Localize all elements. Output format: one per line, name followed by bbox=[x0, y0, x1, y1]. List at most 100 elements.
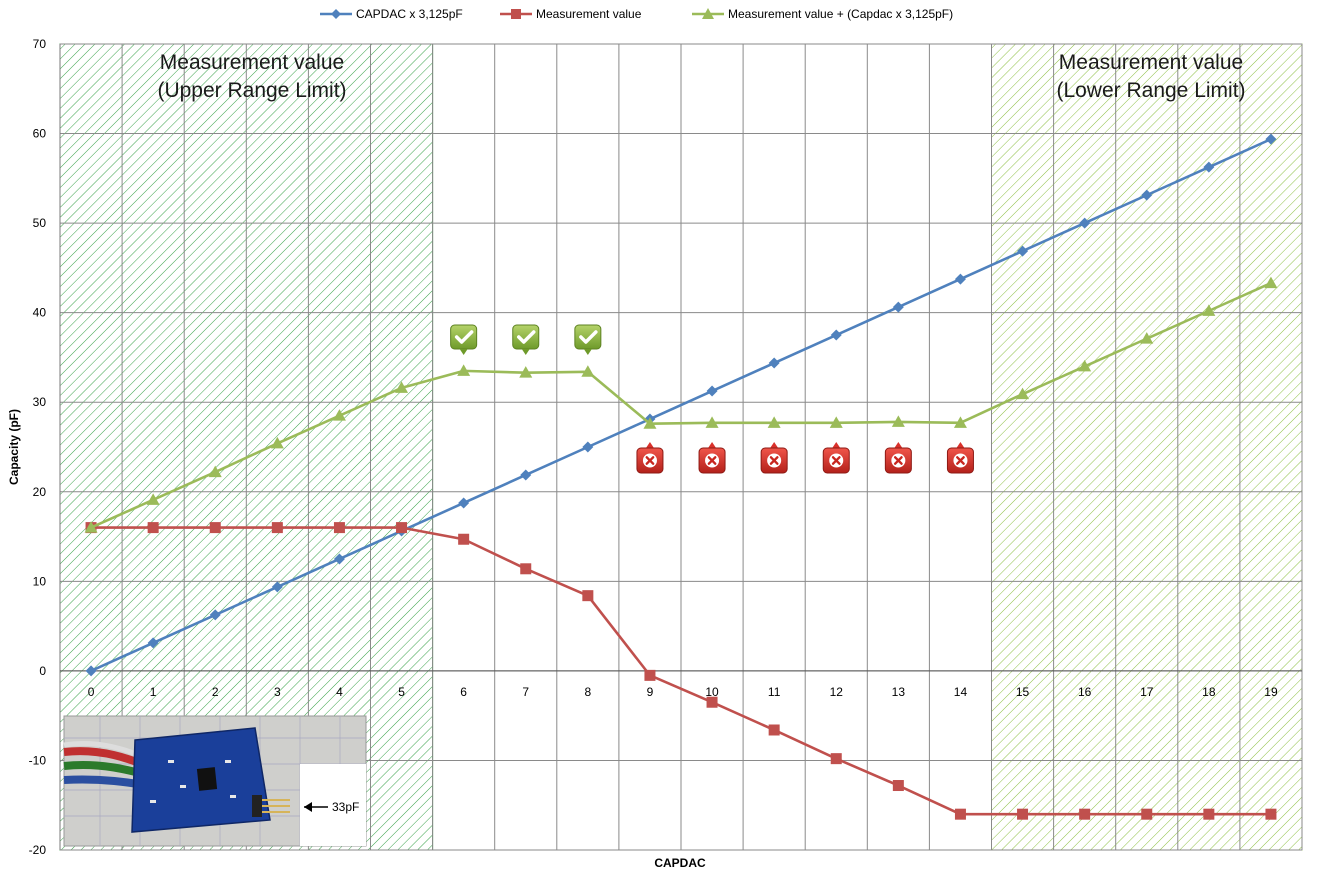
data-point-measurement bbox=[1141, 808, 1153, 820]
y-tick-label: -20 bbox=[29, 843, 47, 857]
cross-icon bbox=[636, 442, 664, 474]
data-point-measurement bbox=[1079, 808, 1091, 820]
data-point-sum bbox=[705, 416, 719, 428]
legend: CAPDAC x 3,125pF Measurement value Measu… bbox=[320, 7, 953, 21]
data-point-measurement bbox=[458, 533, 470, 545]
cross-icon-pointer bbox=[956, 442, 965, 448]
x-axis-title: CAPDAC bbox=[654, 856, 706, 870]
x-tick-label: 12 bbox=[830, 685, 844, 699]
data-point-capdac bbox=[147, 637, 159, 649]
cross-icon bbox=[822, 442, 850, 474]
data-point-sum bbox=[643, 417, 657, 429]
y-tick-label: 70 bbox=[33, 37, 47, 51]
cross-icon-pointer bbox=[770, 442, 779, 448]
data-point-sum bbox=[1202, 304, 1216, 316]
x-tick-label: 15 bbox=[1016, 685, 1030, 699]
cross-icon-glyph bbox=[893, 456, 903, 465]
x-tick-label: 17 bbox=[1140, 685, 1154, 699]
data-point-sum bbox=[1264, 276, 1278, 289]
status-icons bbox=[450, 324, 974, 474]
cross-icon-glyph bbox=[831, 456, 841, 465]
data-point-capdac bbox=[1203, 161, 1215, 173]
cross-icon-glyph bbox=[956, 456, 965, 465]
legend-item-capdac: CAPDAC x 3,125pF bbox=[320, 7, 463, 21]
legend-label-capdac: CAPDAC x 3,125pF bbox=[356, 7, 463, 21]
data-point-sum bbox=[270, 436, 284, 449]
data-point-capdac bbox=[706, 385, 718, 397]
y-tick-label: 10 bbox=[33, 574, 47, 588]
data-point-capdac bbox=[830, 329, 842, 341]
checkmark-icon-glyph bbox=[517, 330, 536, 344]
cross-icon bbox=[946, 442, 974, 474]
data-point-capdac bbox=[1265, 133, 1277, 145]
legend-label-measurement: Measurement value bbox=[536, 7, 642, 21]
data-point-sum bbox=[457, 364, 471, 376]
cross-icon-glyph bbox=[645, 456, 655, 465]
data-point-sum bbox=[581, 365, 595, 377]
x-tick-label: 4 bbox=[336, 685, 343, 699]
data-point-capdac bbox=[954, 273, 966, 285]
data-point-measurement bbox=[520, 563, 532, 575]
x-tick-label: 18 bbox=[1202, 685, 1216, 699]
y-tick-label: 30 bbox=[33, 395, 47, 409]
legend-item-sum: Measurement value + (Capdac x 3,125pF) bbox=[692, 7, 953, 21]
data-point-capdac bbox=[1079, 217, 1091, 229]
data-point-measurement bbox=[396, 522, 408, 534]
y-tick-label: -10 bbox=[29, 753, 47, 767]
checkmark-icon-pointer bbox=[521, 349, 530, 355]
data-point-sum bbox=[891, 415, 905, 427]
checkmark-icon-bg bbox=[574, 324, 602, 350]
checkmark-icon-bg bbox=[450, 324, 478, 350]
checkmark-icon-glyph bbox=[454, 330, 474, 344]
data-point-measurement bbox=[147, 522, 159, 534]
x-tick-label: 3 bbox=[274, 685, 281, 699]
y-tick-label: 50 bbox=[33, 216, 47, 230]
cross-icon-pointer bbox=[708, 442, 717, 448]
photo-caption: 33pF bbox=[332, 800, 359, 814]
upper-range-label-line2: (Upper Range Limit) bbox=[157, 79, 346, 102]
shaded-region-1 bbox=[991, 43, 1303, 851]
data-point-sum bbox=[395, 381, 409, 393]
data-point-sum bbox=[767, 416, 781, 428]
x-tick-label: 8 bbox=[585, 685, 592, 699]
y-tick-label: 20 bbox=[33, 485, 47, 499]
data-point-sum bbox=[1140, 332, 1154, 344]
cross-icon-pointer bbox=[894, 442, 903, 448]
checkmark-icon bbox=[574, 324, 602, 355]
x-tick-label: 2 bbox=[212, 685, 219, 699]
checkmark-icon bbox=[450, 324, 478, 355]
data-point-capdac bbox=[520, 469, 532, 481]
data-point-capdac bbox=[768, 357, 780, 369]
y-tick-label: 40 bbox=[33, 306, 47, 320]
data-point-sum bbox=[208, 465, 222, 478]
lower-range-label-line2: (Lower Range Limit) bbox=[1056, 79, 1245, 102]
cross-icon bbox=[884, 442, 912, 474]
data-point-measurement bbox=[1265, 808, 1277, 820]
x-tick-label: 6 bbox=[460, 685, 467, 699]
y-tick-label: 0 bbox=[39, 664, 46, 678]
data-point-capdac bbox=[458, 497, 470, 509]
checkmark-icon-pointer bbox=[583, 349, 592, 355]
data-point-measurement bbox=[830, 753, 842, 765]
x-tick-label: 13 bbox=[892, 685, 906, 699]
data-point-sum bbox=[519, 366, 533, 378]
x-tick-label: 0 bbox=[88, 685, 95, 699]
data-point-measurement bbox=[706, 696, 718, 708]
cross-icon bbox=[698, 442, 726, 474]
data-point-capdac bbox=[1017, 245, 1029, 257]
series-line-0 bbox=[90, 137, 1272, 673]
x-tick-label: 11 bbox=[768, 685, 781, 699]
data-point-sum bbox=[829, 416, 843, 428]
data-point-measurement bbox=[892, 780, 904, 792]
data-point-capdac bbox=[209, 609, 221, 621]
data-point-capdac bbox=[85, 665, 97, 677]
data-point-capdac bbox=[1141, 189, 1153, 201]
legend-label-sum: Measurement value + (Capdac x 3,125pF) bbox=[728, 7, 953, 21]
data-point-sum bbox=[1016, 387, 1030, 400]
checkmark-icon-bg bbox=[512, 324, 540, 350]
data-point-sum bbox=[84, 521, 98, 533]
checkmark-icon bbox=[512, 324, 540, 355]
cross-icon-glyph bbox=[769, 456, 779, 465]
y-axis-title: Capacity (pF) bbox=[7, 409, 21, 485]
data-point-capdac bbox=[892, 301, 904, 313]
